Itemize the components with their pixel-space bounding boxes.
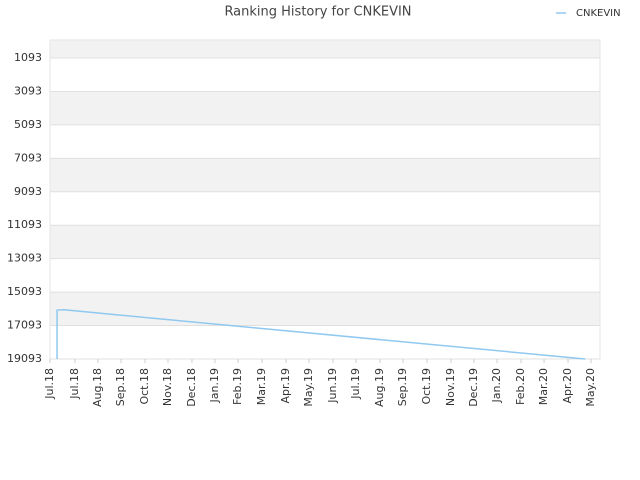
y-tick-label: 9093: [14, 185, 42, 198]
x-tick-label: Jul.19: [349, 368, 362, 400]
x-tick-label: Jan.20: [490, 368, 503, 403]
x-tick-label: Mar.19: [255, 368, 268, 405]
x-tick-label: Feb.20: [514, 368, 527, 405]
y-tick-label: 3093: [14, 84, 42, 97]
y-tick-label: 1093: [14, 51, 42, 64]
y-tick-label: 5093: [14, 118, 42, 131]
x-tick-label: Aug.19: [373, 368, 386, 407]
x-tick-label: Dec.19: [467, 368, 480, 407]
x-tick-label: Nov.19: [444, 368, 457, 406]
x-tick-label: Mar.20: [537, 368, 550, 405]
grid-band: [50, 225, 600, 259]
x-tick-label: Nov.18: [161, 368, 174, 406]
x-tick-label: May.20: [584, 368, 597, 407]
x-tick-label: Apr.19: [279, 368, 292, 404]
x-tick-label: Sep.18: [114, 368, 127, 406]
series-line: [56, 309, 586, 360]
grid-band: [50, 292, 600, 326]
chart-title: Ranking History for CNKEVIN: [224, 5, 411, 20]
x-tick-label: Jan.19: [208, 368, 221, 403]
x-tick-label: Aug.18: [91, 368, 104, 407]
x-tick-label: Jul.18: [68, 368, 81, 400]
y-tick-label: 11093: [7, 218, 42, 231]
x-tick-label: Dec.18: [185, 368, 198, 407]
y-tick-label: 7093: [14, 151, 42, 164]
x-tick-label: May.19: [302, 368, 315, 407]
x-tick-label: Sep.19: [396, 368, 409, 406]
grid-band: [50, 40, 600, 59]
y-tick-label: 19093: [7, 352, 42, 365]
y-tick-label: 15093: [7, 285, 42, 298]
y-tick-label: 13093: [7, 252, 42, 265]
x-tick-label: Jul.18: [43, 368, 56, 400]
x-tick-label: Apr.20: [561, 368, 574, 404]
grid-band: [50, 158, 600, 192]
x-tick-label: Feb.19: [231, 368, 244, 405]
x-tick-label: Jun.19: [326, 368, 339, 404]
grid-band: [50, 91, 600, 125]
x-tick-label: Oct.19: [420, 368, 433, 405]
x-tick-label: Oct.18: [138, 368, 151, 405]
legend-label: CNKEVIN: [576, 8, 621, 19]
y-tick-label: 17093: [7, 319, 42, 332]
